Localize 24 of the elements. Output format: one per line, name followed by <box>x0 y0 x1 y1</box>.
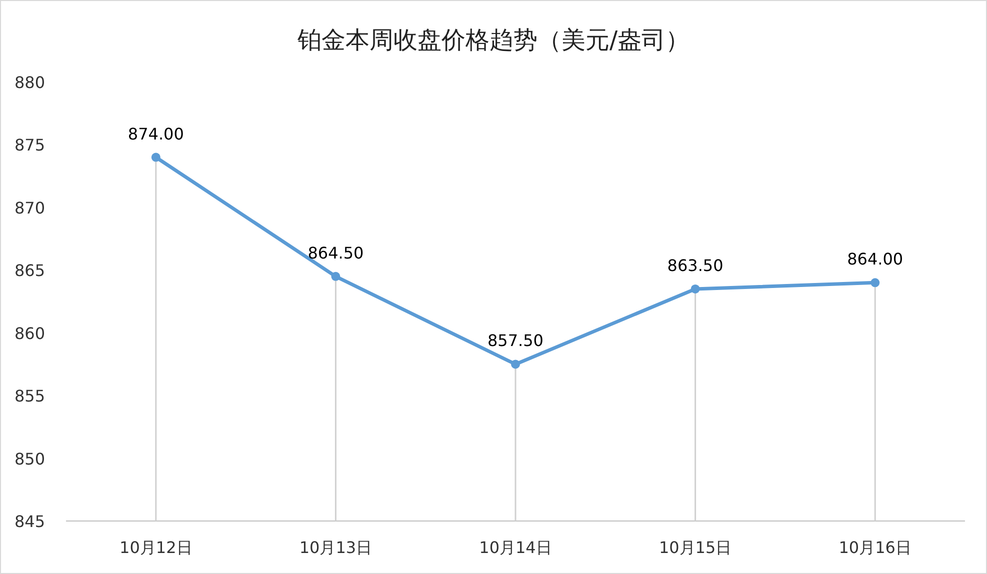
point <box>690 284 700 294</box>
point <box>870 278 880 288</box>
y-tick-label: 865 <box>14 261 45 280</box>
x-tick-label: 10月14日 <box>479 538 552 557</box>
point <box>151 152 160 162</box>
y-tick-label: 875 <box>14 136 45 155</box>
x-tick-label: 10月15日 <box>658 538 732 557</box>
y-tick-label: 845 <box>14 512 45 531</box>
y-tick-label: 850 <box>14 449 45 468</box>
data-label: 864.00 <box>847 250 904 269</box>
y-tick-label: 880 <box>14 73 45 92</box>
chart-title: 铂金本周收盘价格趋势（美元/盎司） <box>296 26 690 54</box>
data-label: 874.00 <box>128 124 184 144</box>
x-tick-label: 10月12日 <box>120 538 192 557</box>
data-label: 864.50 <box>308 243 364 262</box>
point <box>331 272 340 281</box>
y-tick-label: 860 <box>14 324 45 343</box>
y-tick-label: 870 <box>14 198 45 218</box>
x-tick-label: 10月16日 <box>838 538 912 557</box>
data-label: 857.50 <box>488 331 544 350</box>
point <box>511 360 520 369</box>
x-tick-label: 10月13日 <box>299 538 372 557</box>
y-tick-label: 855 <box>14 386 45 406</box>
data-label: 863.50 <box>667 256 724 275</box>
